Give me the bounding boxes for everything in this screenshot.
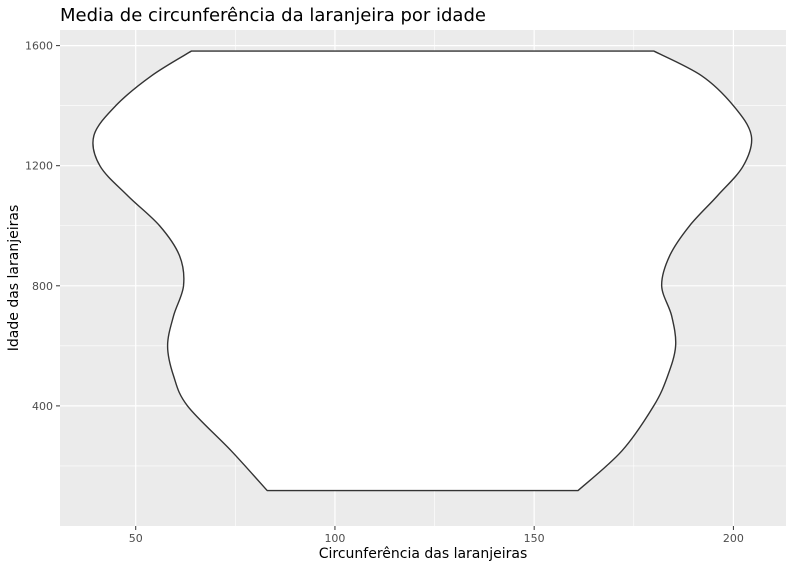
y-tick-label: 1600	[25, 40, 53, 53]
y-axis: 400 800 1200 1600	[25, 40, 60, 413]
x-tick-label: 100	[324, 532, 345, 545]
x-tick-label: 200	[723, 532, 744, 545]
y-axis-label: Idade das laranjeiras	[6, 205, 22, 351]
x-tick-label: 50	[129, 532, 143, 545]
x-axis: 50 100 150 200	[129, 526, 744, 545]
y-tick-label: 1200	[25, 160, 53, 173]
chart-title: Media de circunferência da laranjeira po…	[60, 5, 486, 26]
x-axis-label: Circunferência das laranjeiras	[319, 546, 528, 562]
violin-shape	[92, 50, 753, 492]
y-tick-label: 400	[32, 400, 53, 413]
y-tick-label: 800	[32, 280, 53, 293]
x-tick-label: 150	[524, 532, 545, 545]
